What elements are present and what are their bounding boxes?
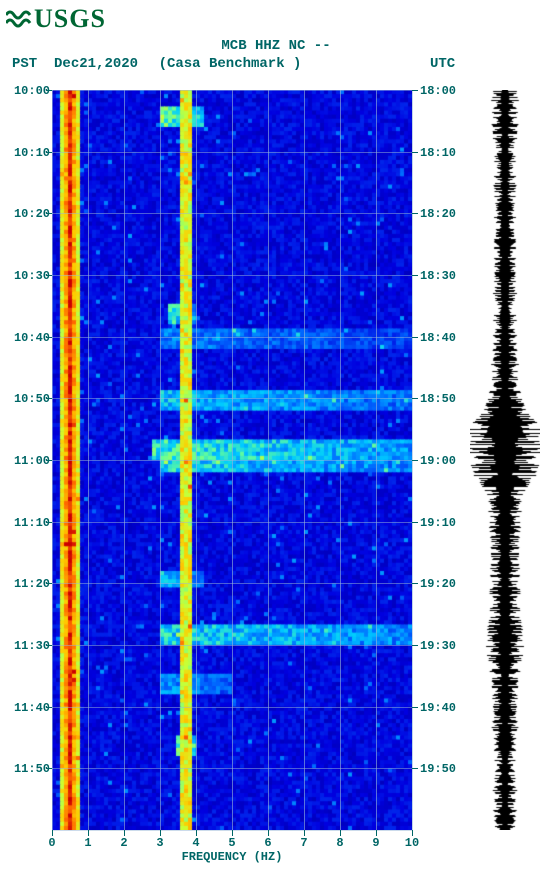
xtick: 4 [192, 836, 199, 850]
xtick: 3 [156, 836, 163, 850]
xtick: 9 [372, 836, 379, 850]
spectrogram-plot [52, 90, 412, 830]
ytick-right: 19:40 [420, 701, 456, 715]
xtick: 2 [120, 836, 127, 850]
ytick-right: 19:00 [420, 454, 456, 468]
ytick-left: 11:40 [2, 701, 50, 715]
ytick-right: 19:20 [420, 577, 456, 591]
wave-icon [6, 8, 32, 30]
usgs-logo: USGS [6, 4, 106, 34]
ytick-left: 11:00 [2, 454, 50, 468]
ytick-left: 11:50 [2, 762, 50, 776]
ytick-right: 18:20 [420, 207, 456, 221]
ytick-right: 19:50 [420, 762, 456, 776]
xtick: 6 [264, 836, 271, 850]
logo-text: USGS [34, 4, 106, 34]
xtick: 0 [48, 836, 55, 850]
ytick-right: 18:00 [420, 84, 456, 98]
tz-right-label: UTC [430, 56, 455, 72]
ytick-right: 18:10 [420, 146, 456, 160]
ytick-left: 11:10 [2, 516, 50, 530]
ytick-left: 10:20 [2, 207, 50, 221]
ytick-left: 10:40 [2, 331, 50, 345]
xtick: 5 [228, 836, 235, 850]
seismogram-panel [470, 90, 540, 830]
xtick: 8 [336, 836, 343, 850]
xtick: 1 [84, 836, 91, 850]
x-axis-label: FREQUENCY (HZ) [52, 850, 412, 864]
ytick-right: 18:40 [420, 331, 456, 345]
seismogram-canvas [470, 90, 540, 830]
chart-title: MCB HHZ NC -- [0, 38, 552, 54]
ytick-left: 11:20 [2, 577, 50, 591]
xtick: 10 [405, 836, 419, 850]
ytick-right: 18:30 [420, 269, 456, 283]
ytick-right: 19:10 [420, 516, 456, 530]
subtitle: (Casa Benchmark ) [0, 56, 460, 72]
station-line: MCB HHZ NC -- [0, 38, 552, 54]
ytick-left: 11:30 [2, 639, 50, 653]
ytick-left: 10:10 [2, 146, 50, 160]
ytick-left: 10:00 [2, 84, 50, 98]
ytick-right: 18:50 [420, 392, 456, 406]
ytick-left: 10:50 [2, 392, 50, 406]
ytick-left: 10:30 [2, 269, 50, 283]
page: USGS MCB HHZ NC -- PST Dec21,2020 (Casa … [0, 0, 552, 892]
ytick-right: 19:30 [420, 639, 456, 653]
xtick: 7 [300, 836, 307, 850]
